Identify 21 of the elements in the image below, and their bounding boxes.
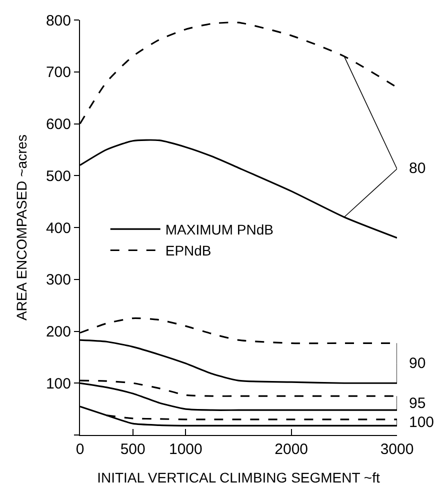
y-tick-label: 600 — [46, 116, 71, 133]
x-tick-label: 1000 — [168, 441, 202, 458]
y-tick-label: 500 — [46, 168, 71, 185]
legend-label: MAXIMUM PNdB — [165, 222, 274, 238]
x-axis-title: INITIAL VERTICAL CLIMBING SEGMENT ~ft — [97, 469, 380, 486]
x-tick-label: 2000 — [274, 441, 308, 458]
text: 100 — [409, 414, 434, 431]
y-tick-label: 800 — [46, 12, 71, 30]
x-tick-label: 500 — [120, 441, 146, 458]
annotation: 80 — [409, 160, 426, 177]
y-axis-title: AREA ENCOMPASED ~acres — [14, 134, 30, 321]
y-tick-label: 400 — [46, 220, 71, 237]
x-tick-label: 0 — [76, 441, 84, 458]
text: 90 — [409, 355, 426, 372]
y-tick-label: 300 — [46, 272, 71, 289]
legend-label: EPNdB — [165, 242, 212, 259]
x-tick-label: 3000 — [380, 441, 414, 458]
text: 95 — [409, 395, 426, 412]
y-tick-label: 100 — [46, 375, 71, 392]
y-tick-label: 700 — [46, 64, 71, 82]
y-tick-label: 200 — [46, 324, 71, 340]
